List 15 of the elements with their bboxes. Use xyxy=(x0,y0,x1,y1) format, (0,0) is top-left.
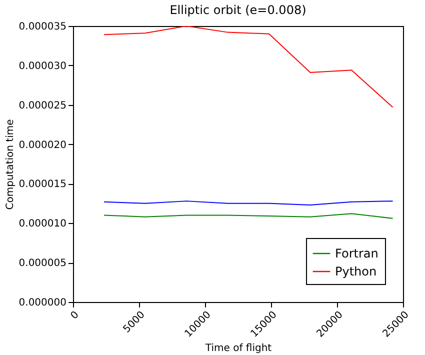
y-tick-label: 0.000035 xyxy=(18,22,66,32)
legend-label: Fortran xyxy=(335,246,378,260)
y-tick-label: 0.000010 xyxy=(18,218,66,230)
line-series xyxy=(104,26,394,108)
y-tick-label: 0.000030 xyxy=(18,60,66,72)
chart-title: Elliptic orbit (e=0.008) xyxy=(170,3,306,17)
legend-label: Python xyxy=(335,264,377,278)
y-tick-label: 0.000025 xyxy=(18,100,66,112)
y-tick-label: 0.000000 xyxy=(18,298,66,308)
y-tick-label: 0.000005 xyxy=(18,258,66,270)
x-axis-title: Time of flight xyxy=(204,343,272,354)
y-axis-title: Computation time xyxy=(4,119,16,210)
y-tick-label: 0.000020 xyxy=(18,140,66,151)
y-tick-label: 0.000015 xyxy=(18,179,66,190)
x-tick-label: 0 xyxy=(68,310,82,322)
